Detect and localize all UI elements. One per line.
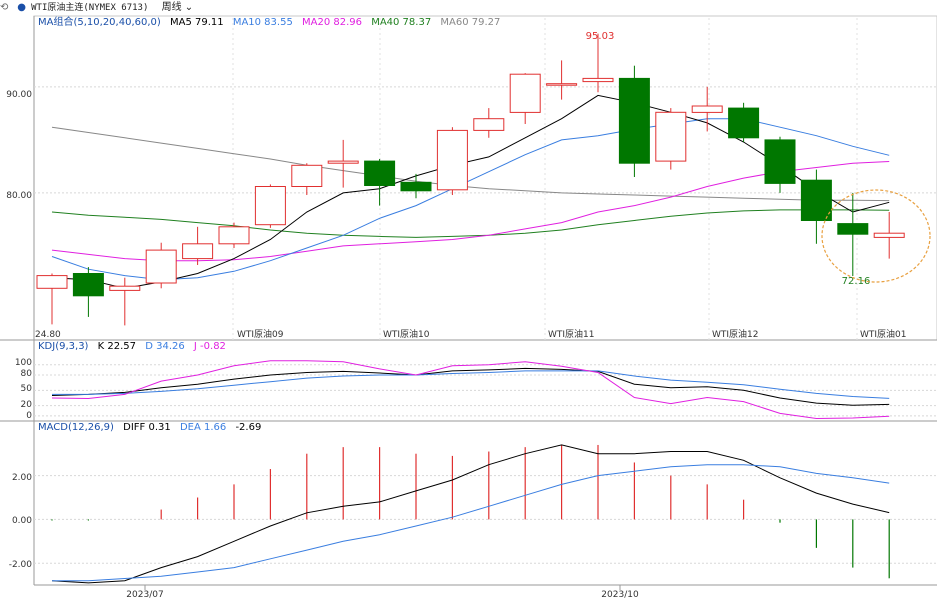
chevron-down-icon: ⌄ bbox=[184, 2, 194, 13]
back-arrow-icon[interactable]: ⟲ bbox=[0, 2, 9, 13]
candle-body bbox=[182, 243, 214, 260]
candle-body bbox=[400, 181, 432, 192]
kdj-k-line bbox=[51, 367, 890, 406]
candle-body bbox=[582, 77, 614, 83]
candle-body bbox=[691, 105, 723, 113]
ma60-legend: MA60 79.27 bbox=[440, 17, 501, 28]
y-tick-label: 80.00 bbox=[6, 191, 32, 201]
contract-label: WTI原油12 bbox=[712, 328, 759, 340]
ma20-line bbox=[51, 161, 890, 262]
candle-body bbox=[800, 179, 832, 221]
candle-body bbox=[327, 160, 359, 164]
contract-label: WTI原油10 bbox=[383, 328, 430, 340]
panel-frames bbox=[0, 15, 937, 586]
kdj-legend-name[interactable]: KDJ(9,3,3) bbox=[38, 341, 89, 352]
candle-body bbox=[728, 107, 760, 139]
candle-body bbox=[837, 223, 869, 235]
diff-legend: DIFF 0.31 bbox=[123, 422, 171, 433]
macd-tick-label: 2.00 bbox=[12, 473, 32, 483]
kdj-lines bbox=[51, 360, 890, 420]
x-date-label: 2023/07 bbox=[126, 590, 163, 600]
candle-body bbox=[218, 226, 250, 245]
d-legend: D 34.26 bbox=[145, 341, 185, 352]
candle-body bbox=[36, 275, 68, 289]
candle-body bbox=[655, 111, 687, 162]
kdj-tick-label: 0 bbox=[26, 411, 32, 421]
series-dot-icon: ● bbox=[17, 2, 26, 13]
candle-body bbox=[436, 129, 468, 191]
kdj-tick-label: 50 bbox=[21, 384, 33, 394]
main-ma-lines bbox=[51, 94, 890, 289]
macd-legend-name[interactable]: MACD(12,26,9) bbox=[38, 422, 114, 433]
kdj-j-line bbox=[51, 360, 890, 420]
x-date-label: 2023/10 bbox=[601, 590, 639, 600]
j-legend: J -0.82 bbox=[193, 341, 226, 352]
macd-tick-label: -2.00 bbox=[9, 560, 33, 570]
ma40-line bbox=[51, 209, 890, 238]
highlight-circle bbox=[821, 189, 931, 283]
axis-labels: 90.00 80.00 95.03 72.16 24.80 WTI原油09 WT… bbox=[6, 31, 906, 600]
gridlines bbox=[34, 18, 937, 590]
main-legend: MA组合(5,10,20,40,60,0) MA5 79.11 MA10 83.… bbox=[38, 16, 506, 30]
candle-body bbox=[764, 139, 796, 184]
period-label: 周线 bbox=[161, 2, 182, 13]
candles bbox=[36, 33, 905, 326]
candle-body bbox=[291, 164, 323, 188]
kdj-tick-label: 100 bbox=[15, 358, 32, 368]
contract-label: WTI原油09 bbox=[237, 328, 284, 340]
contract-label: WTI原油01 bbox=[860, 328, 907, 340]
low-price-label: 72.16 bbox=[842, 276, 871, 287]
macd-value-legend: -2.69 bbox=[235, 422, 262, 433]
ma20-legend: MA20 82.96 bbox=[302, 17, 362, 28]
candle-body bbox=[72, 273, 104, 297]
macd-bars bbox=[51, 444, 890, 579]
kdj-d-line bbox=[52, 370, 890, 399]
candle-body bbox=[254, 186, 286, 226]
macd-tick-label: 0.00 bbox=[12, 516, 32, 526]
diff-line bbox=[51, 444, 890, 584]
candle-body bbox=[364, 160, 396, 187]
kdj-tick-label: 20 bbox=[21, 400, 33, 410]
candle-body bbox=[473, 118, 505, 131]
ma10-legend: MA10 83.55 bbox=[232, 17, 293, 28]
high-price-label: 95.03 bbox=[586, 31, 615, 42]
ma-legend-name[interactable]: MA组合(5,10,20,40,60,0) bbox=[38, 17, 161, 28]
k-legend: K 22.57 bbox=[97, 341, 137, 352]
dea-line bbox=[52, 464, 890, 582]
candle-body bbox=[509, 73, 541, 113]
ma60-line bbox=[51, 126, 890, 202]
candle-body bbox=[145, 249, 177, 284]
period-selector[interactable]: 周线 ⌄ bbox=[162, 0, 194, 16]
ma40-legend: MA40 78.37 bbox=[371, 17, 432, 28]
main-panel-frame bbox=[33, 15, 937, 341]
candle-body bbox=[618, 77, 650, 164]
instrument-title: WTI原油主连(NYMEX 6713) bbox=[31, 3, 149, 13]
ma5-legend: MA5 79.11 bbox=[169, 17, 224, 28]
top-toolbar: ⟲ ● WTI原油主连(NYMEX 6713) 周线 ⌄ bbox=[0, 0, 937, 16]
dea-legend: DEA 1.66 bbox=[179, 422, 227, 433]
y-tick-label: 90.00 bbox=[6, 90, 32, 100]
macd-legend: MACD(12,26,9) DIFF 0.31 DEA 1.66 -2.69 bbox=[38, 421, 267, 435]
kdj-tick-label: 80 bbox=[21, 369, 33, 379]
kdj-legend: KDJ(9,3,3) K 22.57 D 34.26 J -0.82 bbox=[38, 340, 232, 354]
ma5-line bbox=[51, 94, 890, 289]
macd-lines bbox=[51, 444, 890, 584]
candle-body bbox=[873, 232, 905, 238]
candle-body bbox=[109, 285, 141, 291]
candle-body bbox=[546, 83, 578, 86]
corner-label: 24.80 bbox=[35, 330, 61, 340]
contract-label: WTI原油11 bbox=[548, 328, 595, 340]
